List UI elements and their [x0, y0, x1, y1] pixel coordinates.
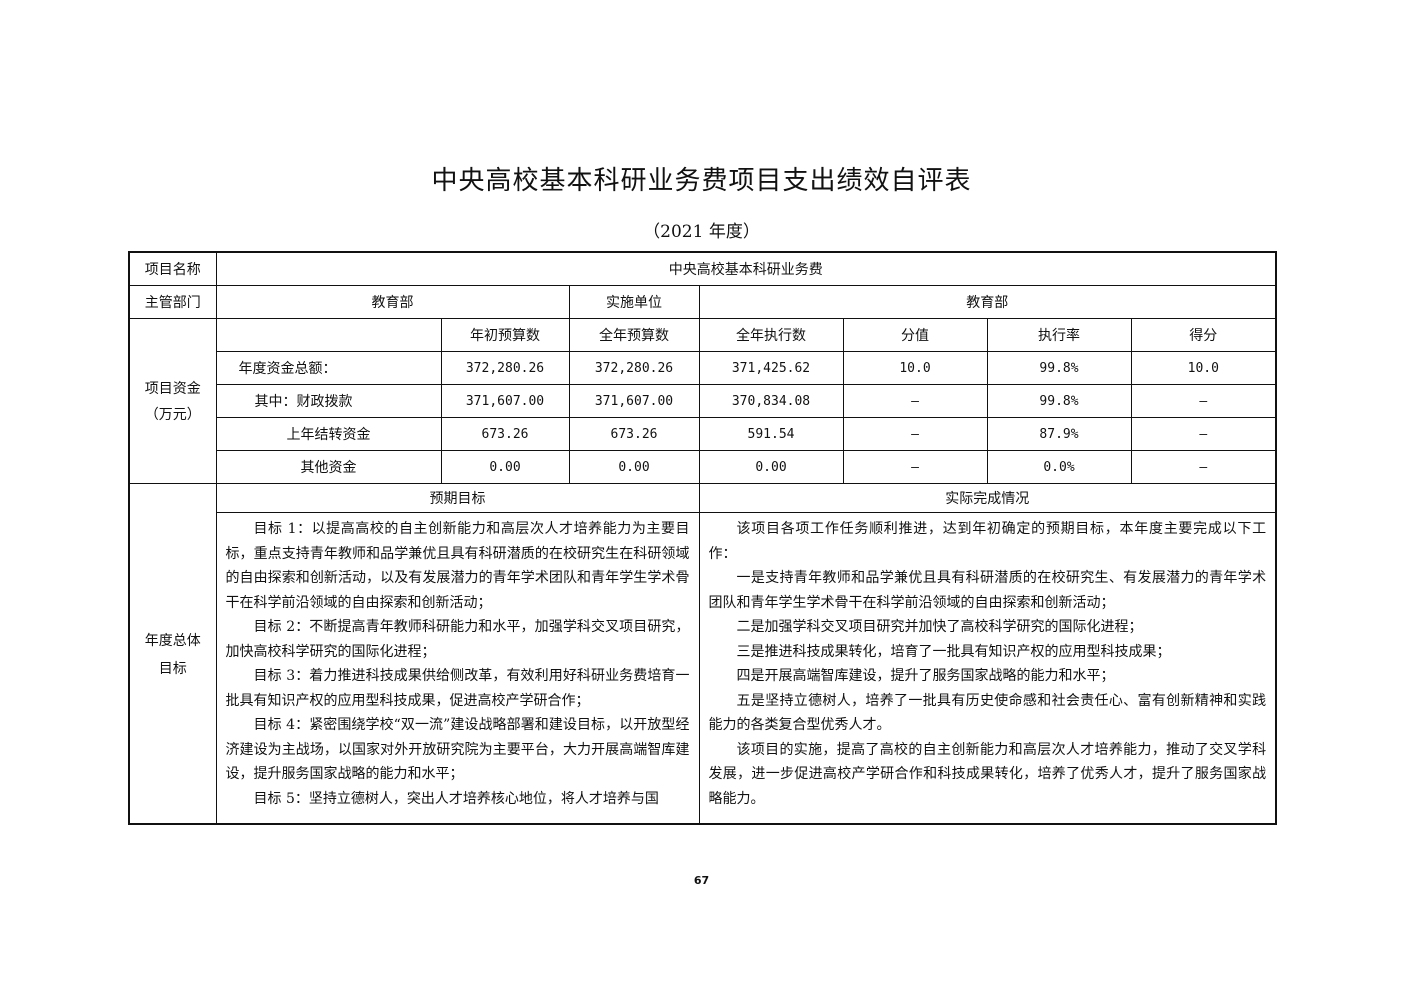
fund-row-label: 上年结转资金 [215, 417, 442, 451]
fund-cell: 99.8% [986, 351, 1132, 385]
fund-cell: 370,834.08 [698, 384, 844, 418]
actual-header: 实际完成情况 [698, 483, 1277, 513]
project-name: 中央高校基本科研业务费 [215, 251, 1277, 286]
fund-cell: 99.8% [986, 384, 1132, 418]
expected-goals: 目标 1：以提高高校的自主创新能力和高层次人才培养能力为主要目标，重点支持青年教… [215, 512, 700, 825]
paragraph: 五是坚持立德树人，培养了一批具有历史使命感和社会责任心、富有创新精神和实践能力的… [708, 692, 1267, 734]
paragraph: 该项目各项工作任务顺利推进，达到年初确定的预期目标，本年度主要完成以下工作： [708, 521, 1267, 562]
fund-header: 全年执行数 [698, 318, 844, 352]
fund-cell: — [842, 384, 988, 418]
dept-label: 主管部门 [128, 285, 217, 319]
fund-cell: 0.0% [986, 450, 1132, 484]
fund-cell: — [1130, 450, 1277, 484]
fund-cell: 0.00 [440, 450, 570, 484]
paragraph: 目标 2：不断提高青年教师科研能力和水平，加强学科交叉项目研究，加快高校科学研究… [225, 619, 690, 660]
paragraph: 目标 1：以提高高校的自主创新能力和高层次人才培养能力为主要目标，重点支持青年教… [225, 521, 690, 611]
table-row: 其中：财政拨款 371,607.00 371,607.00 370,834.08… [129, 384, 1277, 418]
funds-unit: （万元） [144, 407, 201, 423]
goals-label-line: 目标 [158, 660, 187, 677]
fund-cell: 673.26 [440, 417, 570, 451]
goals-label-line: 年度总体 [144, 632, 201, 649]
paragraph: 一是支持青年教师和品学兼优且具有科研潜质的在校研究生、有发展潜力的青年学术团队和… [708, 570, 1267, 611]
table-row: 年度资金总额： 372,280.26 372,280.26 371,425.62… [129, 351, 1277, 385]
paragraph: 二是加强学科交叉项目研究并加快了高校科学研究的国际化进程； [736, 619, 1143, 635]
fund-cell: 0.00 [568, 450, 700, 484]
fund-cell: 87.9% [986, 417, 1132, 451]
table-row: 年度总体目标 预期目标 实际完成情况 [128, 483, 1277, 825]
performance-table: 项目名称 中央高校基本科研业务费 主管部门 教育部 实施单位 教育部 项目资金 （… [128, 251, 1278, 825]
fund-cell: 591.54 [698, 417, 844, 451]
table-row: 项目资金 （万元） 年初预算数 全年预算数 全年执行数 分值 执行率 得分 [128, 318, 1277, 484]
expected-header: 预期目标 [215, 483, 700, 513]
fund-row-label: 其他资金 [215, 450, 442, 484]
actual-results: 该项目各项工作任务顺利推进，达到年初确定的预期目标，本年度主要完成以下工作： 一… [698, 512, 1277, 825]
page-number: 67 [693, 874, 710, 887]
paragraph: 四是开展高端智库建设，提升了服务国家战略的能力和水平； [736, 668, 1115, 684]
impl-label: 实施单位 [568, 285, 700, 319]
paragraph: 目标 4：紧密围绕学校“双一流”建设战略部署和建设目标，以开放型经济建设为主战场… [225, 717, 690, 782]
page-title: 中央高校基本科研业务费项目支出绩效自评表 [431, 166, 972, 196]
fund-header: 分值 [842, 318, 988, 352]
fund-header: 年初预算数 [440, 318, 570, 352]
fund-cell: 372,280.26 [440, 351, 570, 385]
fund-header: 得分 [1130, 318, 1277, 352]
fund-row-label: 年度资金总额： [215, 351, 442, 385]
fund-header: 全年预算数 [568, 318, 700, 352]
funds-label-text: 项目资金 [144, 381, 201, 397]
table-row: 上年结转资金 673.26 673.26 591.54 — 87.9% — [129, 417, 1277, 451]
fund-cell: — [842, 417, 988, 451]
impl-value: 教育部 [698, 285, 1277, 319]
paragraph: 目标 3：着力推进科技成果供给侧改革，有效利用好科研业务费培育一批具有知识产权的… [225, 668, 690, 709]
project-name-label: 项目名称 [128, 251, 217, 286]
page-subtitle: （2021 年度） [643, 222, 760, 242]
paragraph: 该项目的实施，提高了高校的自主创新能力和高层次人才培养能力，推动了交叉学科发展，… [708, 741, 1267, 807]
table-row: 主管部门 教育部 实施单位 教育部 [128, 285, 1277, 319]
goals-label: 年度总体 目标 [128, 483, 217, 825]
fund-cell: — [1130, 384, 1277, 418]
empty-cell [215, 318, 442, 352]
dept-value: 教育部 [215, 285, 570, 319]
fund-cell: 371,425.62 [698, 351, 844, 385]
fund-row-label: 其中：财政拨款 [215, 384, 442, 418]
fund-cell: 372,280.26 [568, 351, 700, 385]
paragraph: 目标 5：坚持立德树人，突出人才培养核心地位，将人才培养与国 [253, 790, 659, 807]
table-row: 其他资金 0.00 0.00 0.00 — 0.0% — [129, 450, 1277, 484]
fund-cell: 0.00 [698, 450, 844, 484]
fund-cell: — [842, 450, 988, 484]
fund-cell: 673.26 [568, 417, 700, 451]
fund-cell: 371,607.00 [440, 384, 570, 418]
fund-cell: 371,607.00 [568, 384, 700, 418]
funds-label: 项目资金 （万元） [128, 318, 217, 484]
table-row: 目标 1：以提高高校的自主创新能力和高层次人才培养能力为主要目标，重点支持青年教… [129, 512, 1277, 825]
paragraph: 三是推进科技成果转化，培育了一批具有知识产权的应用型科技成果； [736, 643, 1171, 660]
fund-cell: — [1130, 417, 1277, 451]
table-row: 项目名称 中央高校基本科研业务费 [128, 251, 1277, 286]
fund-header: 执行率 [986, 318, 1132, 352]
fund-cell: 10.0 [1130, 351, 1277, 385]
fund-cell: 10.0 [842, 351, 988, 385]
